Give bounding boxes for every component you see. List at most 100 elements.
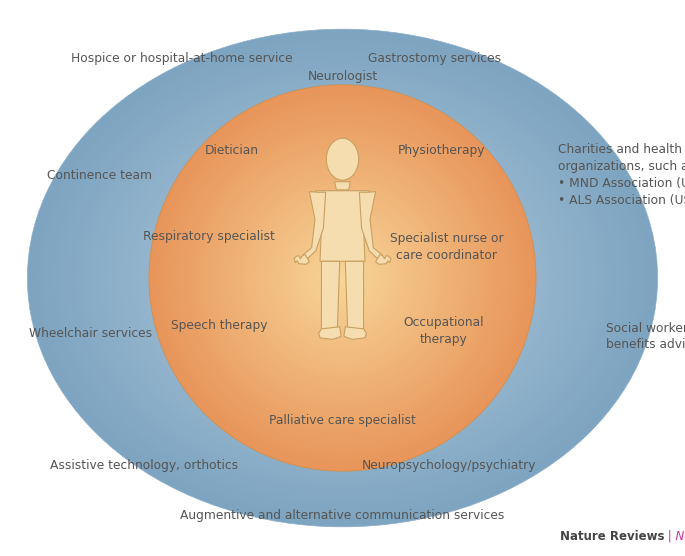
Ellipse shape [257, 192, 428, 364]
Ellipse shape [141, 119, 544, 437]
Polygon shape [316, 191, 369, 261]
Ellipse shape [321, 256, 364, 300]
Ellipse shape [301, 245, 384, 311]
Ellipse shape [308, 243, 377, 313]
Polygon shape [301, 192, 325, 261]
Polygon shape [335, 182, 350, 190]
Polygon shape [321, 261, 340, 330]
Ellipse shape [121, 103, 564, 453]
Ellipse shape [209, 145, 476, 411]
Ellipse shape [146, 123, 539, 433]
Ellipse shape [187, 123, 498, 433]
Ellipse shape [193, 129, 492, 427]
Ellipse shape [332, 270, 353, 286]
Ellipse shape [198, 164, 487, 392]
Ellipse shape [74, 66, 611, 490]
Ellipse shape [33, 33, 652, 523]
Ellipse shape [38, 37, 647, 519]
Ellipse shape [125, 107, 560, 449]
Text: Dietician: Dietician [205, 143, 258, 157]
Ellipse shape [197, 132, 488, 424]
Ellipse shape [266, 202, 419, 354]
Ellipse shape [322, 262, 363, 294]
Text: Continence team: Continence team [47, 168, 151, 182]
Text: Physiotherapy: Physiotherapy [398, 143, 486, 157]
Ellipse shape [241, 177, 444, 379]
Ellipse shape [253, 189, 432, 367]
Text: Speech therapy: Speech therapy [171, 319, 267, 332]
Text: Occupational
therapy: Occupational therapy [403, 316, 484, 346]
Ellipse shape [263, 199, 422, 357]
Ellipse shape [298, 234, 387, 322]
Ellipse shape [311, 246, 374, 310]
Ellipse shape [326, 138, 359, 180]
Text: Neuropsychology/psychiatry: Neuropsychology/psychiatry [362, 459, 536, 472]
Ellipse shape [79, 70, 606, 486]
Ellipse shape [162, 97, 523, 459]
Ellipse shape [203, 168, 482, 388]
Ellipse shape [95, 82, 590, 474]
Ellipse shape [275, 225, 410, 331]
Ellipse shape [167, 140, 518, 416]
Ellipse shape [68, 62, 616, 494]
Ellipse shape [292, 227, 393, 329]
Ellipse shape [224, 184, 461, 372]
Ellipse shape [333, 269, 352, 287]
Ellipse shape [219, 180, 466, 376]
Ellipse shape [235, 170, 450, 386]
Ellipse shape [181, 116, 504, 440]
Ellipse shape [177, 147, 508, 409]
Text: Augmentive and alternative communication services: Augmentive and alternative communication… [180, 509, 505, 522]
Polygon shape [375, 255, 391, 264]
Ellipse shape [168, 104, 517, 452]
Ellipse shape [260, 213, 425, 343]
Ellipse shape [312, 254, 373, 302]
Text: Nature Reviews: Nature Reviews [560, 530, 664, 543]
Ellipse shape [171, 107, 514, 449]
Ellipse shape [149, 85, 536, 471]
Ellipse shape [155, 91, 530, 465]
Polygon shape [294, 255, 310, 264]
Ellipse shape [203, 138, 482, 418]
Ellipse shape [286, 233, 399, 323]
Ellipse shape [295, 231, 390, 325]
Ellipse shape [43, 42, 642, 514]
Ellipse shape [244, 180, 441, 376]
Ellipse shape [317, 252, 368, 304]
Ellipse shape [273, 208, 412, 348]
Ellipse shape [255, 208, 430, 348]
Ellipse shape [53, 49, 632, 507]
Ellipse shape [151, 127, 534, 429]
Ellipse shape [105, 91, 580, 465]
Ellipse shape [251, 186, 434, 370]
Ellipse shape [222, 158, 463, 398]
Polygon shape [345, 261, 364, 330]
Text: Palliative care specialist: Palliative care specialist [269, 414, 416, 428]
Ellipse shape [175, 110, 510, 446]
Ellipse shape [291, 237, 394, 319]
Ellipse shape [229, 188, 456, 368]
Ellipse shape [245, 201, 440, 355]
Ellipse shape [286, 221, 399, 335]
Ellipse shape [296, 241, 389, 315]
Ellipse shape [89, 78, 596, 478]
Ellipse shape [323, 259, 362, 297]
Ellipse shape [110, 95, 575, 461]
Ellipse shape [219, 155, 466, 401]
Text: Respiratory specialist: Respiratory specialist [143, 230, 275, 243]
Ellipse shape [288, 224, 397, 332]
Ellipse shape [152, 88, 533, 468]
Ellipse shape [212, 148, 473, 408]
Ellipse shape [192, 160, 493, 396]
Text: Specialist nurse or
care coordinator: Specialist nurse or care coordinator [390, 232, 503, 262]
Ellipse shape [238, 173, 447, 383]
Ellipse shape [100, 86, 585, 470]
Polygon shape [360, 192, 384, 261]
Ellipse shape [157, 131, 528, 425]
Ellipse shape [282, 218, 403, 338]
Ellipse shape [327, 266, 358, 290]
Ellipse shape [337, 274, 348, 282]
Ellipse shape [165, 101, 520, 455]
Ellipse shape [177, 113, 508, 443]
Ellipse shape [276, 211, 409, 345]
